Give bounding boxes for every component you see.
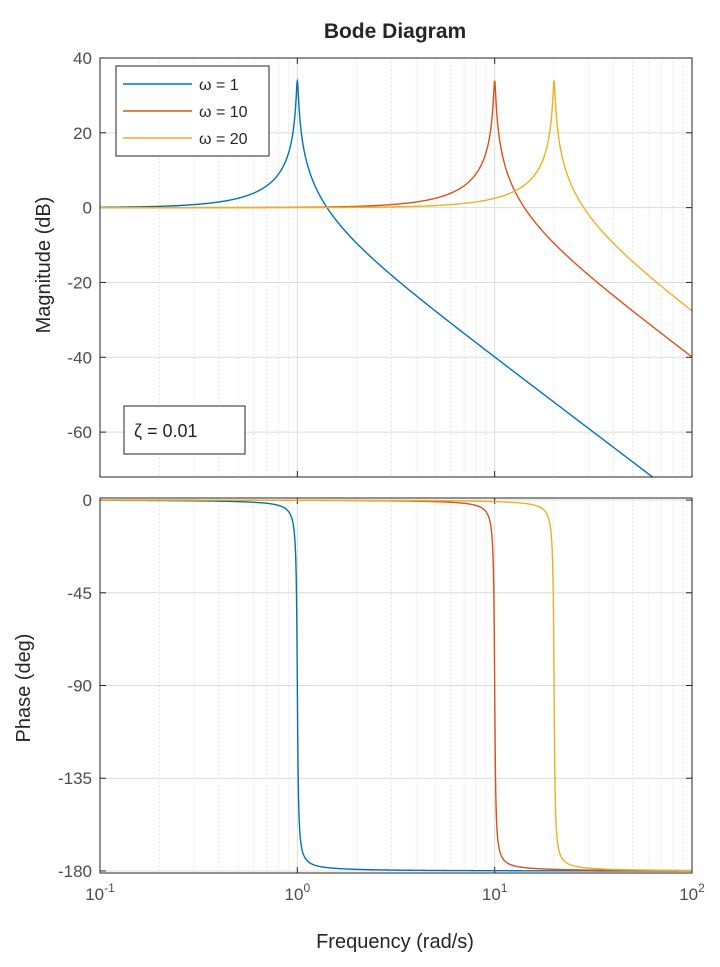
- y-tick-label: 0: [83, 199, 92, 218]
- series-line-1: [100, 78, 654, 477]
- axes-box: [99, 497, 693, 874]
- y-tick-label: -180: [58, 862, 92, 881]
- x-tick-label: 101: [482, 881, 508, 904]
- legend-entry: ω = 10: [199, 104, 248, 121]
- y-tick-label: -90: [67, 677, 92, 696]
- x-tick-label: 10-1: [85, 881, 115, 904]
- y-tick-label: -45: [67, 584, 92, 603]
- y-tick-label: 40: [73, 49, 92, 68]
- y-tick-label: 0: [83, 491, 92, 510]
- x-tick-label: 102: [679, 881, 705, 904]
- magnitude-axis-label: Magnitude (dB): [33, 197, 55, 334]
- damping-annotation: ζ = 0.01: [123, 405, 246, 455]
- y-tick-label: -40: [67, 348, 92, 367]
- phase-axis-label: Phase (deg): [13, 634, 35, 743]
- series-line-20: [100, 80, 692, 312]
- legend-entry: ω = 20: [199, 131, 248, 148]
- y-tick-label: 20: [73, 124, 92, 143]
- annotation-box: [123, 405, 246, 455]
- series-line-1: [100, 499, 692, 872]
- annotation-text: ζ = 0.01: [134, 421, 197, 441]
- y-tick-label: -60: [67, 423, 92, 442]
- frequency-axis-label: Frequency (rad/s): [316, 931, 474, 953]
- axes-box: [99, 57, 693, 478]
- series-line-20: [100, 499, 692, 872]
- y-tick-label: -135: [58, 769, 92, 788]
- chart-title: Bode Diagram: [324, 20, 466, 43]
- legend: ω = 1 ω = 10 ω = 20: [115, 65, 270, 157]
- y-tick-label: -20: [67, 273, 92, 292]
- legend-entry: ω = 1: [199, 77, 239, 94]
- x-tick-label: 100: [285, 881, 311, 904]
